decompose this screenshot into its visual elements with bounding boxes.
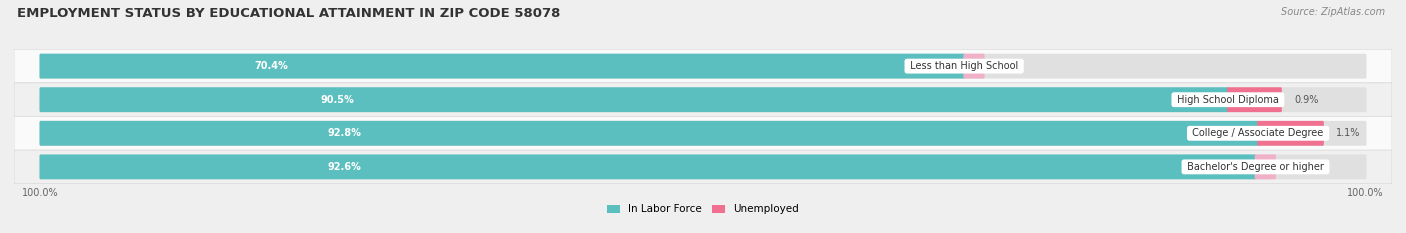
- FancyBboxPatch shape: [14, 150, 1392, 184]
- Legend: In Labor Force, Unemployed: In Labor Force, Unemployed: [603, 200, 803, 219]
- FancyBboxPatch shape: [14, 83, 1392, 116]
- Text: 92.6%: 92.6%: [328, 162, 361, 172]
- Text: 90.5%: 90.5%: [321, 95, 354, 105]
- FancyBboxPatch shape: [14, 49, 1392, 83]
- FancyBboxPatch shape: [39, 121, 1367, 146]
- FancyBboxPatch shape: [39, 54, 1367, 79]
- FancyBboxPatch shape: [1227, 87, 1282, 112]
- FancyBboxPatch shape: [39, 87, 1229, 112]
- Text: High School Diploma: High School Diploma: [1174, 95, 1282, 105]
- Text: 100.0%: 100.0%: [1347, 188, 1384, 198]
- Text: 92.8%: 92.8%: [328, 128, 361, 138]
- FancyBboxPatch shape: [1254, 154, 1275, 179]
- FancyBboxPatch shape: [39, 154, 1367, 179]
- FancyBboxPatch shape: [39, 154, 1256, 179]
- Text: 0.9%: 0.9%: [1294, 95, 1319, 105]
- Text: College / Associate Degree: College / Associate Degree: [1189, 128, 1327, 138]
- Text: 0.0%: 0.0%: [997, 61, 1021, 71]
- Text: 100.0%: 100.0%: [22, 188, 59, 198]
- Text: EMPLOYMENT STATUS BY EDUCATIONAL ATTAINMENT IN ZIP CODE 58078: EMPLOYMENT STATUS BY EDUCATIONAL ATTAINM…: [17, 7, 560, 20]
- Text: 1.1%: 1.1%: [1336, 128, 1361, 138]
- Text: Less than High School: Less than High School: [907, 61, 1021, 71]
- Text: Bachelor's Degree or higher: Bachelor's Degree or higher: [1184, 162, 1327, 172]
- Text: 0.0%: 0.0%: [1288, 162, 1313, 172]
- Text: 70.4%: 70.4%: [254, 61, 288, 71]
- Text: Source: ZipAtlas.com: Source: ZipAtlas.com: [1281, 7, 1385, 17]
- FancyBboxPatch shape: [1257, 121, 1324, 146]
- FancyBboxPatch shape: [39, 121, 1258, 146]
- FancyBboxPatch shape: [963, 54, 984, 79]
- FancyBboxPatch shape: [39, 87, 1367, 112]
- FancyBboxPatch shape: [14, 116, 1392, 150]
- FancyBboxPatch shape: [39, 54, 965, 79]
